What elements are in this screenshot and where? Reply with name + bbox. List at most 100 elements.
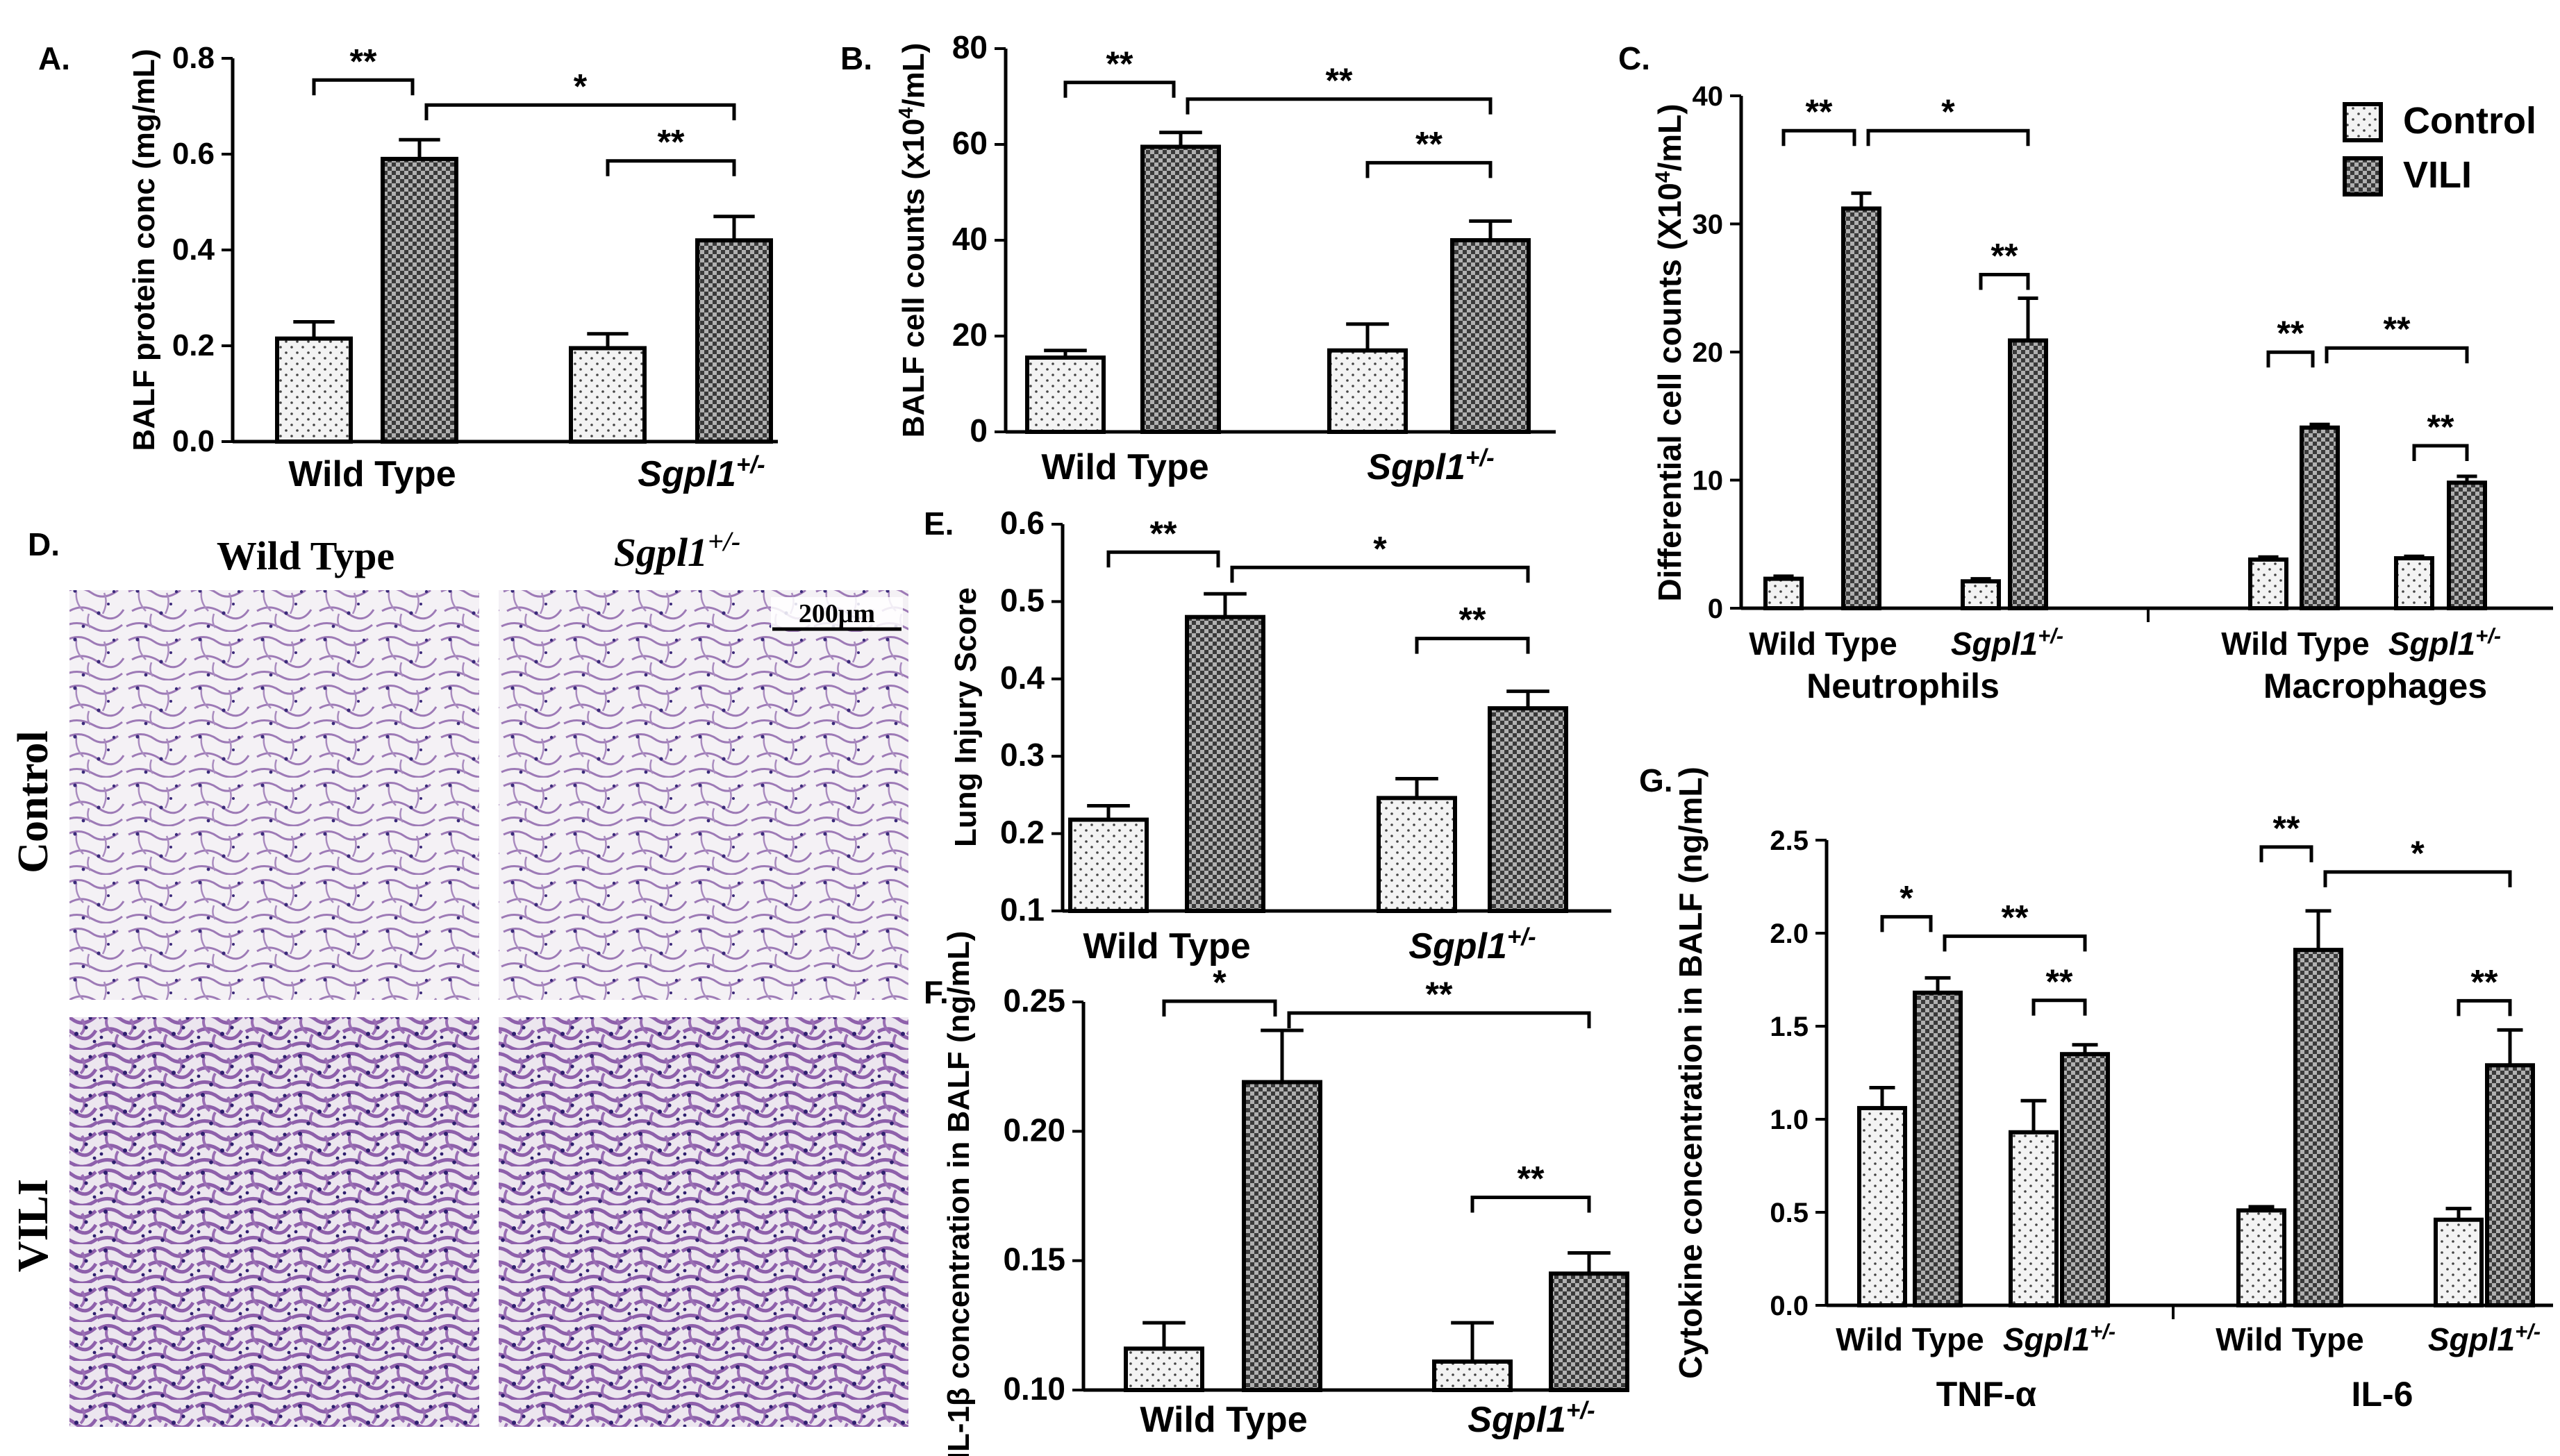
y-tick-label: 1.0 — [1770, 1105, 1809, 1135]
y-tick-label: 0.6 — [172, 137, 215, 171]
bar-control — [2009, 1130, 2059, 1308]
y-tick-label: 10 — [1693, 466, 1724, 496]
x-group-label: IL-6 — [2352, 1375, 2413, 1414]
panel-c-label: C. — [1618, 40, 1650, 76]
significance-bracket-label: ** — [1106, 44, 1133, 83]
histology-image-sgpl1-control — [499, 590, 908, 1000]
error-bar — [2445, 1207, 2472, 1220]
significance-bracket-label: ** — [2277, 314, 2304, 353]
significance-bracket — [2457, 998, 2512, 1016]
significance-bracket — [1162, 999, 1277, 1016]
error-bar — [1395, 777, 1438, 798]
bar-control — [275, 336, 353, 444]
error-bar — [2305, 909, 2332, 951]
significance-bracket — [1470, 1195, 1591, 1213]
error-bar — [2072, 1043, 2098, 1055]
y-axis-label-a: Differential cell counts (X10 — [1652, 183, 1688, 601]
chart-a: 0.0 0.2 0.4 0.6 0.8 BALF protein conc (mg/mL)… — [127, 41, 778, 494]
y-tick-label: 0.10 — [1003, 1371, 1065, 1407]
chart-g: 0.0 0.5 1.0 1.5 2.0 2.5 Cytokine concentration… — [1672, 767, 2553, 1414]
x-category-label-base: Sgpl1 — [1408, 926, 1507, 967]
significance-bracket — [2259, 845, 2313, 862]
x-category-label-sup: +/- — [2475, 624, 2501, 648]
charts-container: 0.0 0.2 0.4 0.6 0.8 BALF protein conc (mg/mL)… — [127, 29, 2553, 1456]
significance-bracket-label: * — [1213, 963, 1227, 1002]
bar-vili — [2008, 338, 2048, 610]
bar-vili — [2485, 1063, 2535, 1308]
bar-control — [1025, 355, 1106, 434]
error-bar — [713, 215, 755, 241]
error-bar — [1451, 1321, 1494, 1362]
y-tick-label: 0.0 — [1770, 1291, 1809, 1321]
significance-bracket — [1880, 914, 1933, 932]
panel-a-label: A. — [38, 40, 70, 76]
bar-control — [1327, 348, 1408, 435]
x-category-label: Sgpl1+/- — [2388, 624, 2501, 662]
error-bar — [1469, 219, 1512, 240]
error-bar — [2018, 296, 2038, 341]
bar-vili — [2060, 1052, 2110, 1307]
panel-d-label: D. — [28, 526, 60, 562]
error-bar — [2258, 555, 2279, 560]
significance-bracket — [1415, 637, 1530, 654]
y-tick-label: 0.4 — [172, 233, 215, 267]
y-tick-label: 1.5 — [1770, 1012, 1809, 1042]
bar-control — [1763, 576, 1804, 611]
x-category-label-sup: +/- — [1465, 444, 1495, 471]
y-tick-label: 0.6 — [1000, 505, 1045, 541]
legend-control-swatch — [2343, 102, 2383, 142]
y-axis-label-a: BALF cell counts (x10 — [897, 119, 931, 438]
y-tick-label: 0.5 — [1000, 582, 1045, 618]
error-bar — [1346, 322, 1389, 351]
significance-bracket — [1781, 128, 1856, 147]
x-category-label: Sgpl1+/- — [638, 451, 765, 495]
x-category-label: Wild Type — [2216, 1321, 2363, 1357]
y-tick-label: 0.0 — [172, 424, 215, 458]
x-category-label: Wild Type — [1836, 1321, 1984, 1357]
bar-vili — [1242, 1080, 1322, 1392]
significance-bracket — [2266, 350, 2315, 368]
x-category-label: Wild Type — [1749, 626, 1897, 662]
error-bar — [1773, 574, 1794, 579]
significance-bracket — [2031, 998, 2087, 1016]
significance-bracket — [1106, 550, 1220, 568]
bar-control — [2434, 1217, 2484, 1307]
significance-bracket-label: ** — [2471, 962, 2498, 1001]
significance-bracket-label: * — [1373, 529, 1387, 568]
x-group-label: Neutrophils — [1806, 667, 2000, 705]
histology-image-wildtype-vili — [69, 1017, 479, 1427]
histology-row-vili: VILI — [10, 1179, 57, 1272]
histology-column-sgpl1: Sgpl1+/- — [614, 526, 741, 576]
x-category-label-sup: +/- — [2038, 624, 2063, 648]
significance-bracket — [2323, 870, 2512, 887]
significance-bracket — [1186, 97, 1493, 115]
bar-control — [1068, 817, 1149, 913]
y-tick-label: 20 — [952, 317, 988, 353]
y-axis-label: Cytokine concentration in BALF (ng/mL) — [1672, 767, 1709, 1379]
error-bar — [2020, 1098, 2047, 1132]
legend-vili-label: VILI — [2403, 154, 2472, 196]
bar-vili — [1549, 1271, 1629, 1393]
x-category-label-sup: +/- — [736, 451, 765, 478]
histology-column-wild-type: Wild Type — [217, 533, 394, 578]
significance-bracket-label: ** — [1518, 1159, 1545, 1198]
panel-b-label: B. — [840, 40, 872, 76]
bar-vili — [2447, 480, 2487, 610]
y-tick-label: 2.5 — [1770, 826, 1809, 856]
chart-b: 0 20 40 60 80 BALF cell counts (x104/mL) Wild … — [895, 29, 1556, 487]
bar-control — [1432, 1359, 1513, 1393]
chart-f: 0.10 0.15 0.20 0.25 IL-1β concentration in B… — [942, 931, 1629, 1456]
y-tick-label: 0.5 — [1770, 1198, 1809, 1228]
bar-vili — [2300, 425, 2340, 610]
error-bar — [1851, 191, 1872, 209]
x-category-label-sup: +/- — [2090, 1319, 2116, 1344]
y-tick-label: 0.20 — [1003, 1112, 1065, 1148]
significance-bracket — [1979, 273, 2030, 290]
x-category-label-base: Sgpl1 — [1951, 626, 2038, 662]
panel-e-label: E. — [924, 505, 954, 542]
y-axis-label-c: /mL) — [1652, 103, 1688, 171]
error-bar — [399, 137, 440, 159]
y-tick-label: 2.0 — [1770, 919, 1809, 949]
x-category-label-base: Sgpl1 — [1367, 447, 1465, 487]
x-category-label: Sgpl1+/- — [1367, 444, 1494, 488]
